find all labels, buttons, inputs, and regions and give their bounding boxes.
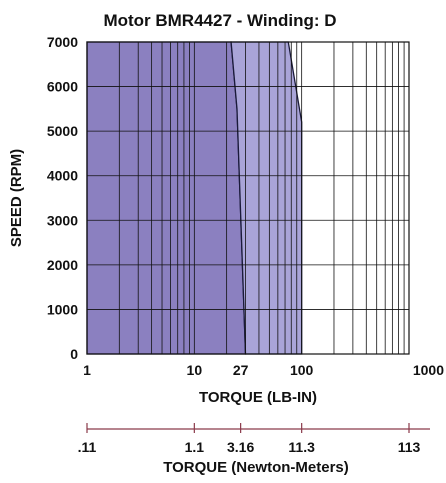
secondary-tick-label: .11 [78,439,97,455]
continuous-duty-area [86,41,247,355]
x-tick-label: 27 [233,362,249,378]
y-tick-labels: 0 1000 2000 3000 4000 5000 6000 7000 [47,34,78,362]
y-tick-label: 1000 [47,301,78,317]
x-tick-labels: 1 10 27 100 1000 [83,362,444,378]
y-tick-label: 0 [70,346,78,362]
y-tick-label: 4000 [47,168,78,184]
y-tick-label: 2000 [47,257,78,273]
y-tick-label: 7000 [47,34,78,50]
secondary-axis-label: TORQUE (Newton-Meters) [163,459,349,476]
chart-title: Motor BMR4427 - Winding: D [103,11,336,30]
y-axis-label: SPEED (RPM) [8,149,25,247]
secondary-tick-label: 11.3 [288,439,315,455]
chart-grid [87,42,409,354]
plot-frame [86,41,410,355]
x-tick-label: 1000 [413,362,444,378]
secondary-tick-label: 3.16 [227,439,254,455]
y-tick-label: 6000 [47,79,78,95]
secondary-tick-label: 1.1 [185,439,205,455]
y-tick-label: 5000 [47,123,78,139]
secondary-torque-axis: .11 1.1 3.16 11.3 113 [78,423,430,455]
operating-areas [86,41,303,355]
y-tick-label: 3000 [47,212,78,228]
secondary-tick-label: 113 [398,439,421,455]
x-axis-label: TORQUE (LB-IN) [199,389,317,406]
x-tick-label: 1 [83,362,91,378]
x-tick-label: 100 [290,362,314,378]
x-tick-label: 10 [187,362,203,378]
